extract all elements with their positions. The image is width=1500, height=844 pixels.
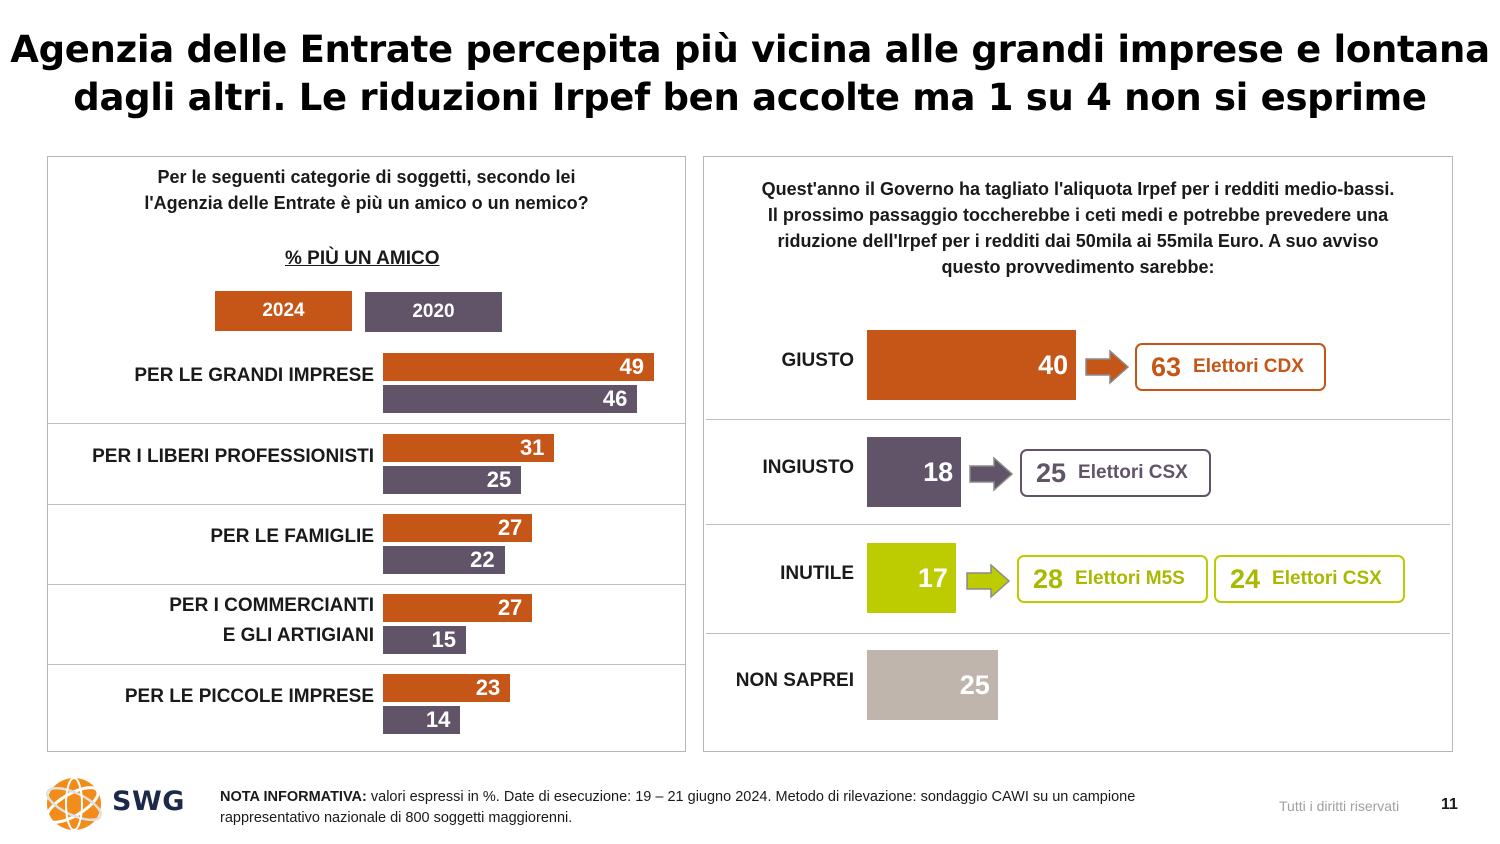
arrow-inutile-icon [966, 563, 1011, 599]
footer-note-text: valori espressi in %. Date di esecuzione… [220, 789, 1136, 826]
swg-logo-icon [45, 777, 102, 831]
bar-value-label: 49 [619, 354, 644, 379]
bar-value-label: 40 [1038, 349, 1069, 380]
callout-inutile-csx-label: Elettori CSX [1272, 568, 1382, 589]
legend-2020: 2020 [365, 292, 502, 332]
category-label: PER LE FAMIGLIE [50, 522, 374, 552]
bar-value-label: 18 [923, 456, 954, 487]
bar-value-label: 27 [497, 515, 523, 540]
category-label: PER LE GRANDI IMPRESE [50, 361, 374, 391]
bar-value-label: 27 [497, 595, 523, 620]
category-label-line: PER I COMMERCIANTI [169, 595, 374, 616]
callout-inutile-m5s: 28 Elettori M5S [1017, 555, 1208, 603]
category-label-line: E GLI ARTIGIANI [222, 625, 374, 646]
bar-2024: 27 [383, 514, 533, 542]
callout-inutile-csx-value: 24 [1230, 563, 1261, 594]
bar-2020: 22 [383, 546, 505, 574]
bar-2020: 46 [383, 385, 638, 413]
row-divider [48, 584, 685, 585]
row-divider [48, 664, 685, 665]
category-label: NON SAPREI [735, 670, 854, 691]
title-line-1: Agenzia delle Entrate percepita più vici… [10, 28, 1490, 71]
category-label: GIUSTO [781, 350, 855, 371]
bar-2024: 23 [383, 674, 511, 702]
bar-value-label: 22 [470, 547, 495, 572]
bar-value-label: 23 [475, 675, 501, 700]
legend-2024: 2024 [215, 291, 352, 331]
category-label: PER I COMMERCIANTI E GLI ARTIGIANI [50, 591, 374, 651]
callout-ingiusto-csx-value: 25 [1036, 457, 1067, 488]
row-divider [48, 504, 685, 505]
category-label: PER I LIBERI PROFESSIONISTI [50, 442, 374, 472]
bar-2024: 31 [383, 434, 555, 462]
callout-inutile-m5s-value: 28 [1033, 563, 1064, 594]
title-line-2: dagli altri. Le riduzioni Irpef ben acco… [73, 76, 1427, 119]
bar-value-label: 46 [602, 386, 628, 411]
category-label-line: PER LE GRANDI IMPRESE [134, 365, 374, 386]
bar-2020: 25 [383, 466, 522, 494]
callout-ingiusto-csx: 25 Elettori CSX [1020, 449, 1211, 497]
callout-giusto-cdx: 63 Elettori CDX [1135, 343, 1326, 391]
row-divider [706, 633, 1450, 634]
category-label-line: PER LE PICCOLE IMPRESE [124, 686, 374, 707]
rights-reserved: Tutti i diritti riservati [1279, 798, 1400, 814]
callout-giusto-cdx-label: Elettori CDX [1193, 356, 1304, 377]
bar-value-label: 15 [431, 627, 456, 652]
bar-giusto: 40 [867, 330, 1077, 400]
row-divider [706, 419, 1450, 420]
category-label: PER LE PICCOLE IMPRESE [50, 682, 374, 712]
bar-value-label: 17 [917, 562, 948, 593]
right-question-line-4: questo provvedimento sarebbe: [941, 257, 1215, 277]
swg-logo-text: SWG [112, 786, 185, 817]
footer-note: NOTA INFORMATIVA: valori espressi in %. … [220, 787, 1200, 829]
callout-inutile-m5s-label: Elettori M5S [1075, 568, 1185, 589]
page-title: Agenzia delle Entrate percepita più vici… [0, 26, 1500, 122]
page-number: 11 [1441, 796, 1458, 813]
footer-note-label: NOTA INFORMATIVA: [220, 789, 367, 805]
row-divider [706, 524, 1450, 525]
category-label-line: PER I LIBERI PROFESSIONISTI [92, 446, 374, 467]
left-subheading: % PIÙ UN AMICO [285, 248, 440, 269]
left-question-line-2: l'Agenzia delle Entrate è più un amico o… [144, 193, 589, 213]
callout-ingiusto-csx-label: Elettori CSX [1078, 462, 1188, 483]
bar-non-saprei: 25 [867, 650, 998, 720]
bar-2024: 49 [383, 353, 654, 381]
row-divider [48, 423, 685, 424]
callout-inutile-csx: 24 Elettori CSX [1214, 555, 1405, 603]
left-chart-panel [47, 156, 686, 752]
callout-giusto-cdx-value: 63 [1151, 351, 1182, 382]
bar-value-label: 25 [959, 669, 990, 700]
right-question: Quest'anno il Governo ha tagliato l'aliq… [703, 176, 1453, 280]
bar-2020: 14 [383, 706, 461, 734]
right-question-line-3: riduzione dell'Irpef per i redditi dai 5… [777, 231, 1379, 251]
right-question-line-1: Quest'anno il Governo ha tagliato l'aliq… [761, 179, 1395, 199]
category-label: INGIUSTO [762, 457, 855, 478]
bar-value-label: 14 [425, 707, 451, 732]
bar-ingiusto: 18 [867, 437, 962, 507]
bar-value-label: 25 [486, 467, 512, 492]
bar-2020: 15 [383, 626, 466, 654]
left-question: Per le seguenti categorie di soggetti, s… [47, 164, 686, 216]
right-question-line-2: Il prossimo passaggio toccherebbe i ceti… [767, 205, 1389, 225]
left-question-line-1: Per le seguenti categorie di soggetti, s… [157, 167, 576, 187]
bar-inutile: 17 [867, 543, 956, 613]
category-label-line: PER LE FAMIGLIE [210, 526, 374, 547]
bar-value-label: 31 [519, 435, 545, 460]
arrow-ingiusto-icon [969, 456, 1014, 492]
arrow-giusto-icon [1085, 349, 1130, 385]
bar-2024: 27 [383, 594, 533, 622]
category-label: INUTILE [780, 563, 854, 584]
